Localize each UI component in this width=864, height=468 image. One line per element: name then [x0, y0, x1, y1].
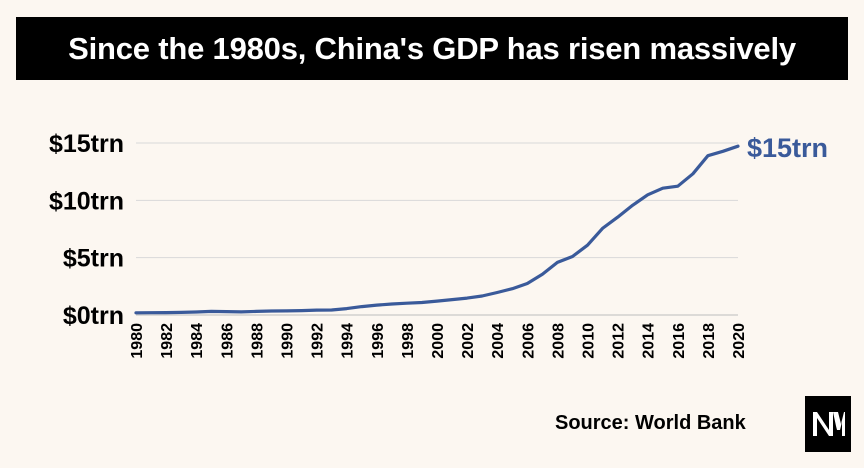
x-tick-label: 1996	[370, 323, 387, 359]
y-tick-label: $5trn	[63, 245, 124, 273]
x-tick-labels: 1980 1982 1984 1986 1988 1990 1992 1994 1996 1998…	[129, 323, 748, 359]
x-tick-label: 1986	[219, 323, 236, 359]
y-tick-label: $0trn	[63, 302, 124, 330]
x-tick-label: 2016	[671, 323, 688, 359]
x-tick-label: 2006	[520, 323, 537, 359]
source-caption: Source: World Bank	[555, 412, 746, 434]
x-tick-label: 1984	[189, 323, 206, 359]
y-tick-label: $10trn	[49, 187, 124, 215]
grid-lines	[136, 142, 738, 316]
x-tick-label: 1994	[340, 323, 357, 359]
x-tick-label: 2010	[581, 323, 598, 359]
x-tick-label: 2008	[550, 323, 567, 359]
x-tick-label: 1992	[310, 323, 327, 359]
chart-title: Since the 1980s, China's GDP has risen m…	[68, 30, 796, 66]
x-tick-label: 2002	[460, 323, 477, 359]
chart-title-bar: Since the 1980s, China's GDP has risen m…	[16, 17, 848, 80]
x-tick-label: 2018	[701, 323, 718, 359]
end-value-label: $15trn	[747, 133, 828, 163]
nm-logo-icon	[805, 396, 851, 452]
x-tick-label: 2012	[611, 323, 628, 359]
y-tick-labels: $0trn $5trn $10trn $15trn	[49, 130, 124, 330]
y-tick-label: $15trn	[49, 130, 124, 158]
x-tick-label: 1980	[129, 323, 146, 359]
x-tick-label: 1990	[280, 323, 297, 359]
x-tick-label: 1982	[159, 323, 176, 359]
x-tick-label: 1988	[249, 323, 266, 359]
x-tick-label: 2000	[430, 323, 447, 359]
x-tick-label: 2004	[490, 323, 507, 359]
x-tick-label: 2014	[641, 323, 658, 359]
x-tick-label: 1998	[400, 323, 417, 359]
gdp-series-line	[134, 144, 740, 315]
x-tick-label: 2020	[731, 323, 748, 359]
